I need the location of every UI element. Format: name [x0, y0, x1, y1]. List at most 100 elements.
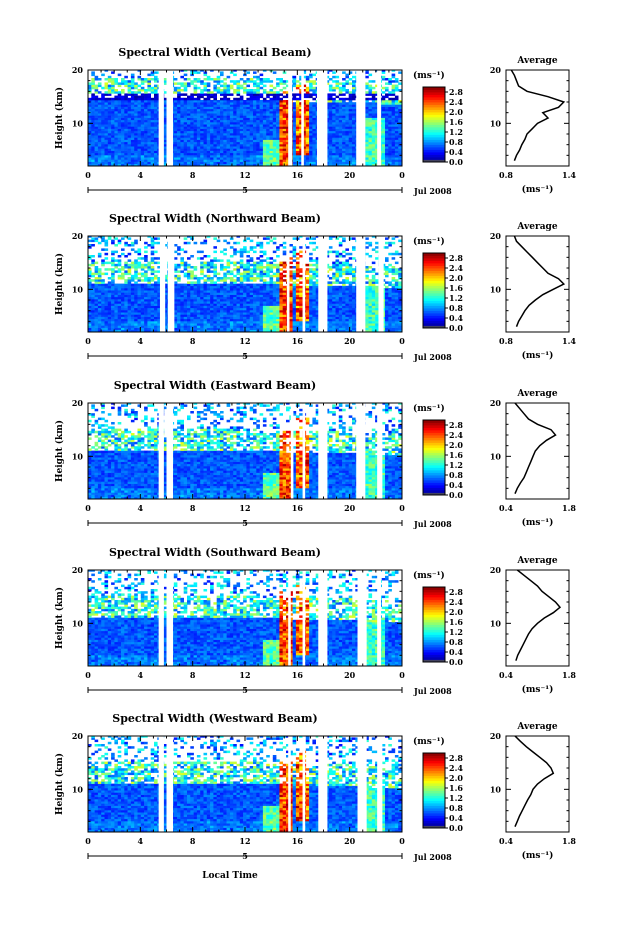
y-axis-label: Height (km) [54, 587, 65, 649]
data-gap [356, 70, 365, 166]
x-tick-label: 12 [239, 336, 250, 346]
data-gap [377, 403, 382, 499]
colorbar-tick-label: 2.0 [449, 607, 463, 617]
day-label: 5 [242, 185, 248, 195]
colorbar-tick-label: 0.0 [449, 157, 463, 167]
data-gap [378, 236, 383, 332]
colorbar: 0.00.40.81.21.62.02.42.8 [423, 753, 463, 833]
profile-x-tick-label: 1.8 [562, 836, 576, 846]
profile-y-tick-label: 10 [490, 118, 502, 128]
y-tick-label: 20 [72, 398, 84, 408]
date-label: Jul 2008 [413, 519, 452, 529]
colorbar-tick-label: 0.0 [449, 657, 463, 667]
x-tick-label: 8 [190, 836, 196, 846]
colorbar-tick-label: 1.2 [449, 293, 463, 303]
data-gap [167, 570, 174, 666]
data-gap [303, 570, 306, 666]
x-tick-label: 4 [138, 336, 144, 346]
data-gap [303, 236, 306, 332]
profile-unit: (ms⁻¹) [522, 850, 554, 861]
profile-unit: (ms⁻¹) [522, 350, 554, 361]
colorbar-tick-label: 0.4 [449, 147, 463, 157]
data-gap [317, 70, 327, 166]
data-gap [377, 736, 382, 832]
x-tick-label: 8 [190, 336, 196, 346]
data-gap [358, 570, 367, 666]
profile-frame [506, 70, 569, 166]
x-tick-label: 4 [138, 836, 144, 846]
x-tick-label: 20 [344, 336, 356, 346]
data-gap [318, 736, 327, 832]
panel-title: Spectral Width (Southward Beam) [109, 546, 321, 559]
profile-x-tick-label: 0.8 [499, 170, 513, 180]
colorbar-tick-label: 1.6 [449, 450, 463, 460]
heatmap [88, 235, 405, 332]
heatmap [88, 735, 405, 832]
colorbar-tick-label: 2.4 [449, 97, 463, 107]
data-gap [167, 736, 174, 832]
x-tick-label: 8 [190, 670, 196, 680]
profile-y-tick-label: 10 [490, 284, 502, 294]
colorbar-unit: (ms⁻¹) [413, 236, 445, 247]
y-tick-label: 10 [72, 618, 84, 628]
x-tick-label: 0 [399, 503, 405, 513]
x-tick-label: 0 [85, 670, 91, 680]
data-gap [287, 236, 290, 332]
profile-y-tick-label: 20 [490, 731, 502, 741]
profile-x-tick-label: 1.8 [562, 503, 576, 513]
x-tick-label: 16 [292, 170, 304, 180]
colorbar-unit: (ms⁻¹) [413, 403, 445, 414]
data-gap [159, 70, 164, 166]
data-gap [356, 236, 365, 332]
colorbar-tick-label: 1.6 [449, 783, 463, 793]
panel-title: Spectral Width (Northward Beam) [109, 212, 321, 225]
y-tick-label: 10 [72, 284, 84, 294]
data-gap [318, 236, 327, 332]
data-gap [159, 403, 164, 499]
heatmap [88, 402, 405, 499]
data-gap [160, 236, 165, 332]
data-gap [167, 403, 174, 499]
data-gap [303, 403, 306, 499]
colorbar-tick-label: 0.0 [449, 323, 463, 333]
x-tick-label: 20 [344, 503, 356, 513]
colorbar-tick-label: 0.8 [449, 470, 463, 480]
date-label: Jul 2008 [413, 686, 452, 696]
y-axis-label: Height (km) [54, 753, 65, 815]
colorbar-tick-label: 1.2 [449, 627, 463, 637]
colorbar-tick-label: 2.8 [449, 420, 463, 430]
panel-title: Spectral Width (Westward Beam) [112, 712, 317, 725]
profile-unit: (ms⁻¹) [522, 684, 554, 695]
colorbar: 0.00.40.81.21.62.02.42.8 [423, 420, 463, 500]
profile-x-tick-label: 0.4 [499, 670, 513, 680]
panel-title: Spectral Width (Eastward Beam) [114, 379, 316, 392]
colorbar-tick-label: 0.4 [449, 813, 463, 823]
x-tick-label: 8 [190, 503, 196, 513]
date-label: Jul 2008 [413, 186, 452, 196]
colorbar-tick-label: 1.2 [449, 793, 463, 803]
colorbar-tick-label: 1.2 [449, 127, 463, 137]
x-tick-label: 12 [239, 503, 250, 513]
profile-x-tick-label: 0.8 [499, 336, 513, 346]
colorbar-tick-label: 2.8 [449, 587, 463, 597]
data-gap [159, 570, 164, 666]
day-label: 5 [242, 685, 248, 695]
profile-unit: (ms⁻¹) [522, 517, 554, 528]
profile-line [511, 70, 564, 161]
y-tick-label: 20 [72, 231, 84, 241]
y-tick-label: 10 [72, 451, 84, 461]
profile-y-tick-label: 20 [490, 231, 502, 241]
colorbar-tick-label: 2.8 [449, 87, 463, 97]
profile-x-tick-label: 0.4 [499, 503, 513, 513]
x-tick-label: 12 [239, 670, 250, 680]
x-tick-label: 0 [85, 503, 91, 513]
profile-y-tick-label: 10 [490, 451, 502, 461]
